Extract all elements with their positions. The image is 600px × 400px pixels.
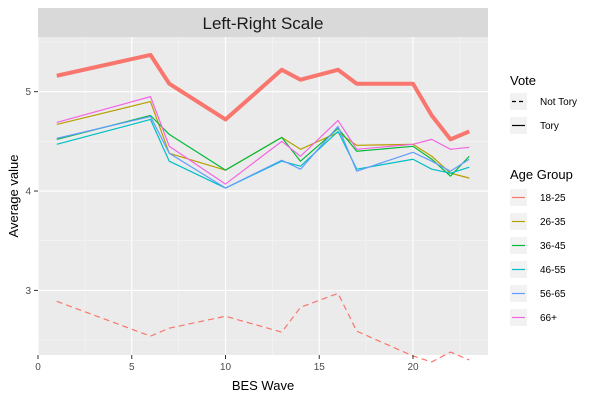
legend-age-entry-18-25: 18-25 (540, 193, 566, 204)
legend-vote-entry-not-tory: Not Tory (540, 97, 577, 108)
legend-vote-entry-tory: Tory (540, 121, 559, 132)
series-layer (56, 52, 471, 363)
legend-age-entry-56-65: 56-65 (540, 289, 566, 300)
x-tick-label: 15 (314, 362, 326, 373)
x-tick-label: 0 (35, 362, 41, 373)
legend-age-entry-26-35: 26-35 (540, 217, 566, 228)
series-line-46-55-tory (56, 118, 470, 189)
series-line-36-45-tory (56, 114, 470, 177)
y-tick-label: 5 (25, 87, 31, 98)
chart-title: Left-Right Scale (203, 14, 324, 33)
legend-age-entry-46-55: 46-55 (540, 265, 566, 276)
legend-vote: Vote Not Tory Tory (510, 73, 577, 134)
x-axis: 0 5 10 15 20 (35, 355, 419, 373)
y-axis-title: Average value (6, 155, 21, 238)
legend-age-entry-36-45: 36-45 (540, 241, 566, 252)
title-strip (38, 8, 488, 37)
series-line-26-35-tory (56, 100, 470, 179)
y-tick-label: 4 (25, 187, 31, 198)
legend-age-group: Age Group 18-25 26-35 36-45 46-55 56-65 … (510, 167, 573, 326)
series-line-18-25-not-tory (56, 292, 470, 363)
series-line-56-65-tory (56, 115, 470, 189)
x-tick-label: 10 (220, 362, 232, 373)
series-line-66-plus-tory (56, 96, 470, 185)
x-tick-label: 20 (407, 362, 419, 373)
legend-age-entry-66-plus: 66+ (540, 313, 557, 324)
x-axis-title: BES Wave (232, 378, 294, 393)
x-tick-label: 5 (129, 362, 135, 373)
legend-age-title: Age Group (510, 167, 573, 182)
series-line-18-25-tory (56, 52, 471, 142)
legend-vote-title: Vote (510, 73, 536, 88)
legend-key-background (510, 93, 527, 110)
major-gridlines (37, 37, 488, 355)
y-axis: 3 4 5 (25, 87, 38, 297)
y-tick-label: 3 (25, 286, 31, 297)
